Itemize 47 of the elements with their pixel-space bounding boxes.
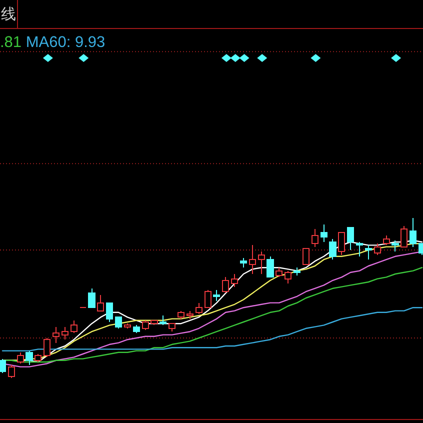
candlestick [400, 226, 408, 248]
candlestick [258, 251, 265, 274]
candlestick [320, 224, 328, 242]
candlestick [364, 244, 372, 260]
candlestick [356, 242, 364, 257]
candlestick [311, 228, 318, 248]
candlestick [204, 290, 212, 308]
candlestick [16, 352, 24, 364]
candlestick [284, 270, 292, 284]
candlestick [392, 240, 399, 252]
candlestick [88, 288, 96, 308]
candlestick [97, 294, 104, 312]
candlestick [374, 243, 381, 256]
candlestick [168, 323, 176, 332]
candlestick [347, 227, 354, 250]
candlestick [186, 310, 194, 320]
candlestick [329, 238, 336, 260]
candlestick [276, 267, 283, 278]
text: MA60: 9.93 [26, 34, 106, 51]
candlestick [410, 218, 417, 248]
candlestick [338, 232, 346, 256]
candlestick [114, 316, 122, 329]
candlestick [248, 244, 256, 274]
candlestick [231, 274, 238, 288]
candlestick [222, 276, 230, 294]
candlestick [240, 258, 248, 268]
candlestick [213, 290, 220, 302]
candlestick [52, 326, 60, 344]
candlestick [132, 324, 140, 334]
candlestick [34, 354, 42, 362]
candlestick [302, 248, 310, 265]
candlestick [44, 338, 51, 358]
candlestick [160, 315, 167, 326]
candlestick [26, 350, 33, 366]
candlestick [61, 326, 69, 340]
candlestick [195, 302, 202, 314]
candlestick [70, 320, 78, 334]
candlestick [382, 235, 390, 246]
candlestick [266, 256, 274, 278]
chart-title: 线 [1, 5, 16, 23]
candlestick [0, 358, 6, 374]
candlestick [177, 310, 185, 320]
candlestick [124, 323, 131, 329]
candlestick [294, 267, 301, 276]
candlestick [8, 364, 15, 378]
text: .81 [0, 34, 22, 51]
candlestick [106, 302, 114, 322]
